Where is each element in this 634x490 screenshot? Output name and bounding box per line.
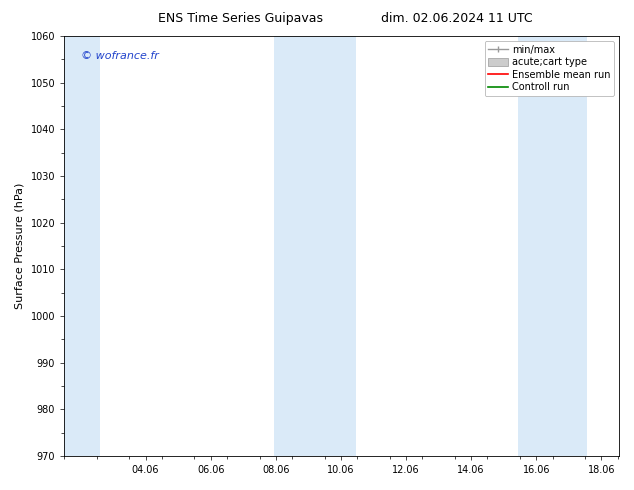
- Text: dim. 02.06.2024 11 UTC: dim. 02.06.2024 11 UTC: [380, 12, 533, 25]
- Legend: min/max, acute;cart type, Ensemble mean run, Controll run: min/max, acute;cart type, Ensemble mean …: [484, 41, 614, 96]
- Y-axis label: Surface Pressure (hPa): Surface Pressure (hPa): [15, 183, 25, 309]
- Bar: [519, 36, 587, 456]
- Text: © wofrance.fr: © wofrance.fr: [81, 51, 158, 61]
- Bar: [64, 36, 100, 456]
- Bar: [275, 36, 356, 456]
- Text: ENS Time Series Guipavas: ENS Time Series Guipavas: [158, 12, 323, 25]
